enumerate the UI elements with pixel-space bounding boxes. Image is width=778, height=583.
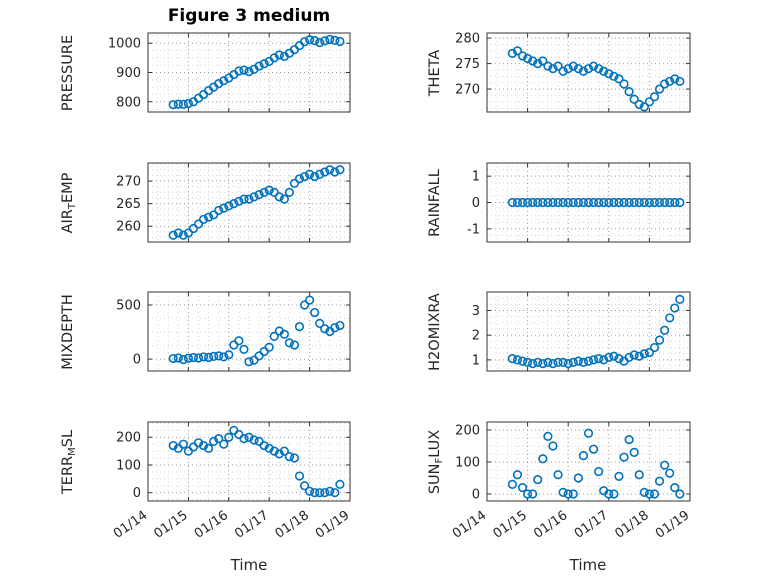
- svg-text:200: 200: [116, 431, 141, 446]
- data-markers-air-temp: [168, 165, 345, 240]
- svg-text:1: 1: [472, 170, 480, 185]
- axes-rainfall: -1 0 1: [467, 162, 691, 243]
- axes-sun-flux: 0 100 200 01/14 01/15 01/16 01/17 01/18 01/19: [450, 421, 692, 542]
- x-tick-labels-terr-msl: 01/14 01/15 01/16 01/17 01/18 01/19: [111, 508, 352, 542]
- subplot-pressure: 800 900 1000: [93, 21, 364, 126]
- axes-mixdepth: 0 500: [116, 291, 351, 372]
- svg-text:1: 1: [472, 353, 480, 368]
- y-axis-label-terr-msl: TERRMSL: [60, 429, 78, 494]
- data-markers-h2omixra: [507, 294, 685, 369]
- y-tick-labels-sun-flux: 0 100 200: [455, 423, 480, 502]
- svg-text:-1: -1: [467, 222, 480, 237]
- y-tick-labels-rainfall: -1 0 1: [467, 170, 480, 238]
- svg-text:0: 0: [472, 196, 480, 211]
- subplot-theta: 270 275 280: [432, 21, 704, 126]
- y-tick-labels-mixdepth: 0 500: [116, 298, 141, 367]
- axes-theta: 270 275 280: [455, 32, 691, 113]
- y-tick-labels-h2omixra: 1 2 3: [472, 304, 480, 368]
- data-markers-mixdepth: [168, 295, 345, 367]
- svg-text:01/15: 01/15: [491, 508, 530, 542]
- svg-text:01/17: 01/17: [572, 508, 611, 542]
- axes-h2omixra: 1 2 3: [472, 291, 691, 372]
- svg-text:01/16: 01/16: [192, 508, 231, 542]
- svg-text:100: 100: [455, 455, 480, 470]
- x-axis-label-left: Time: [230, 556, 268, 574]
- svg-text:280: 280: [455, 32, 480, 47]
- svg-text:1000: 1000: [108, 37, 141, 52]
- svg-text:3: 3: [472, 304, 480, 319]
- svg-text:900: 900: [116, 66, 141, 81]
- svg-text:260: 260: [116, 220, 141, 235]
- subplot-rainfall: -1 0 1: [432, 151, 704, 256]
- svg-text:01/15: 01/15: [151, 508, 190, 542]
- svg-text:01/16: 01/16: [531, 508, 570, 542]
- svg-text:0: 0: [472, 487, 480, 502]
- svg-text:01/18: 01/18: [612, 508, 651, 542]
- svg-text:500: 500: [116, 298, 141, 313]
- svg-text:01/14: 01/14: [450, 508, 489, 542]
- subplot-h2omixra: 1 2 3: [432, 280, 704, 385]
- y-axis-label-sun-flux: SUNFLUX: [427, 429, 445, 494]
- svg-text:01/19: 01/19: [653, 508, 692, 542]
- data-markers-pressure: [168, 34, 345, 110]
- figure-title: Figure 3 medium: [167, 6, 331, 26]
- svg-text:01/14: 01/14: [111, 508, 150, 542]
- axes-pressure: 800 900 1000: [108, 32, 351, 113]
- x-axis-label-right: Time: [569, 556, 607, 574]
- y-tick-labels-pressure: 800 900 1000: [108, 37, 141, 111]
- y-tick-labels-theta: 270 275 280: [455, 32, 480, 98]
- subplot-mixdepth: 0 500: [93, 280, 364, 385]
- svg-text:270: 270: [455, 83, 480, 98]
- data-markers-sun-flux: [507, 428, 685, 499]
- x-tick-labels-sun-flux: 01/14 01/15 01/16 01/17 01/18 01/19: [450, 508, 692, 542]
- svg-text:01/18: 01/18: [273, 508, 312, 542]
- data-markers-theta: [507, 46, 685, 112]
- svg-text:2: 2: [472, 329, 480, 344]
- svg-text:100: 100: [116, 458, 141, 473]
- svg-text:800: 800: [116, 95, 141, 110]
- subplot-sun-flux: 0 100 200 01/14 01/15 01/16 01/17 01/18 01/19: [432, 410, 704, 569]
- y-tick-labels-terr-msl: 0 100 200: [116, 431, 141, 501]
- data-markers-terr-msl: [168, 425, 345, 498]
- subplot-terr-msl: 0 100 200 01/14 01/15 01/16 01/17 01/18 01/19: [93, 410, 364, 569]
- subplot-air-temp: 260 265 270: [93, 151, 364, 256]
- y-tick-labels-air-temp: 260 265 270: [116, 175, 141, 235]
- svg-text:01/19: 01/19: [313, 508, 352, 542]
- svg-text:0: 0: [133, 486, 141, 501]
- data-markers-rainfall: [507, 197, 685, 208]
- svg-text:275: 275: [455, 57, 480, 72]
- svg-text:270: 270: [116, 175, 141, 190]
- svg-text:0: 0: [133, 353, 141, 368]
- svg-text:200: 200: [455, 423, 480, 438]
- svg-text:01/17: 01/17: [232, 508, 271, 542]
- svg-text:265: 265: [116, 197, 141, 212]
- axes-air-temp: 260 265 270: [116, 162, 351, 243]
- axes-terr-msl: 0 100 200 01/14 01/15 01/16 01/17 01/18 01/19: [111, 421, 352, 542]
